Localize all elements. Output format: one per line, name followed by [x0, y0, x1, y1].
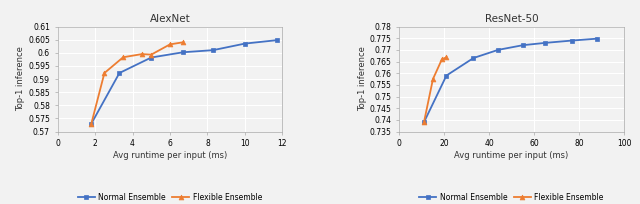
Flexible Ensemble [443, 56, 451, 59]
Flexible Ensemble [420, 121, 428, 123]
Flexible Ensemble [429, 78, 436, 80]
Line: Flexible Ensemble: Flexible Ensemble [422, 55, 449, 125]
Line: Normal Ensemble: Normal Ensemble [422, 36, 600, 125]
Title: ResNet-50: ResNet-50 [485, 14, 538, 24]
Normal Ensemble [420, 121, 428, 123]
Flexible Ensemble [179, 41, 187, 43]
X-axis label: Avg runtime per input (ms): Avg runtime per input (ms) [113, 151, 227, 160]
Flexible Ensemble [147, 53, 155, 56]
Normal Ensemble [494, 49, 502, 51]
Normal Ensemble [470, 57, 477, 59]
Normal Ensemble [273, 39, 280, 41]
Normal Ensemble [519, 44, 527, 47]
Normal Ensemble [88, 122, 95, 125]
Normal Ensemble [147, 56, 155, 59]
Line: Flexible Ensemble: Flexible Ensemble [89, 40, 186, 126]
Flexible Ensemble [138, 53, 146, 55]
Normal Ensemble [443, 74, 451, 77]
Flexible Ensemble [166, 43, 174, 46]
Normal Ensemble [568, 39, 576, 42]
Normal Ensemble [179, 51, 187, 53]
Flexible Ensemble [119, 56, 127, 59]
Flexible Ensemble [100, 72, 108, 74]
Y-axis label: Top-1 inference: Top-1 inference [358, 47, 367, 112]
Normal Ensemble [241, 42, 249, 45]
Title: AlexNet: AlexNet [150, 14, 190, 24]
X-axis label: Avg runtime per input (ms): Avg runtime per input (ms) [454, 151, 569, 160]
Flexible Ensemble [438, 58, 446, 60]
Normal Ensemble [541, 42, 549, 44]
Normal Ensemble [116, 72, 124, 74]
Line: Normal Ensemble: Normal Ensemble [89, 38, 279, 126]
Legend: Normal Ensemble, Flexible Ensemble: Normal Ensemble, Flexible Ensemble [75, 190, 265, 204]
Legend: Normal Ensemble, Flexible Ensemble: Normal Ensemble, Flexible Ensemble [417, 190, 607, 204]
Normal Ensemble [209, 49, 217, 51]
Y-axis label: Top-1 inference: Top-1 inference [16, 47, 26, 112]
Flexible Ensemble [88, 122, 95, 125]
Normal Ensemble [593, 38, 601, 40]
